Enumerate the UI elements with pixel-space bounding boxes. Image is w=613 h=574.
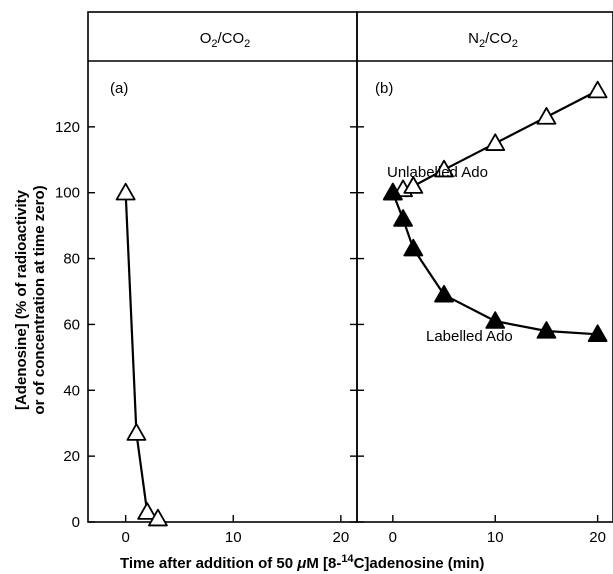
data-point-b-1-0	[382, 182, 403, 201]
data-point-b-0-6	[587, 80, 608, 99]
y-tick-label: 40	[63, 382, 80, 399]
y-tick-label: 80	[63, 251, 80, 268]
x-tick-label: 10	[487, 529, 504, 546]
data-point-b-0-4	[485, 133, 506, 151]
data-point-a-0-0	[115, 182, 136, 201]
panel-a-letter: (a)	[110, 80, 128, 97]
chart-marks: 0 20 40 60 80 100 120 0 10 20 0 10 20 Unlabelled Ado L…	[55, 80, 608, 546]
data-point-a-0-2	[137, 502, 158, 520]
annotation-unlabelled-ado: Unlabelled Ado	[387, 164, 488, 181]
x-tick-label: 0	[389, 529, 397, 546]
annotation-labelled-ado: Labelled Ado	[426, 328, 513, 345]
data-point-b-1-4	[485, 311, 506, 329]
x-tick-label: 10	[225, 529, 242, 546]
x-tick-label: 20	[333, 529, 350, 546]
data-point-b-0-5	[536, 107, 557, 125]
series-line-a-0	[124, 192, 159, 520]
panel-a-header: O2/CO2	[200, 30, 251, 50]
y-tick-label: 100	[55, 185, 80, 202]
x-axis-title: Time after addition of 50 μM [8-14C]aden…	[120, 553, 484, 572]
y-axis-title-line1: [Adenosine] (% of radioactivity	[13, 189, 30, 410]
y-tick-label: 20	[63, 448, 80, 465]
panel-b-frame	[356, 11, 613, 523]
data-point-b-1-5	[536, 321, 557, 339]
y-tick-label: 60	[63, 316, 80, 333]
data-point-a-0-3	[148, 508, 168, 527]
y-tick-label: 120	[55, 119, 80, 136]
data-point-b-1-1	[393, 209, 413, 227]
panel-b-letter: (b)	[375, 80, 393, 97]
data-point-b-1-2	[403, 238, 424, 257]
y-tick-label: 0	[72, 514, 80, 531]
data-point-a-0-1	[126, 423, 147, 441]
x-tick-label: 20	[589, 529, 606, 546]
y-axis-title: [Adenosine] (% of radioactivity or of co…	[13, 185, 48, 414]
data-point-b-1-6	[587, 324, 608, 342]
y-axis-title-line2: or of concentration at time zero)	[31, 185, 48, 414]
data-point-b-1-3	[434, 284, 454, 303]
x-tick-label: 0	[121, 529, 129, 546]
panel-b-header: N2/CO2	[468, 30, 518, 50]
data-point-b-0-2	[403, 176, 424, 194]
data-point-b-0-3	[434, 159, 454, 178]
